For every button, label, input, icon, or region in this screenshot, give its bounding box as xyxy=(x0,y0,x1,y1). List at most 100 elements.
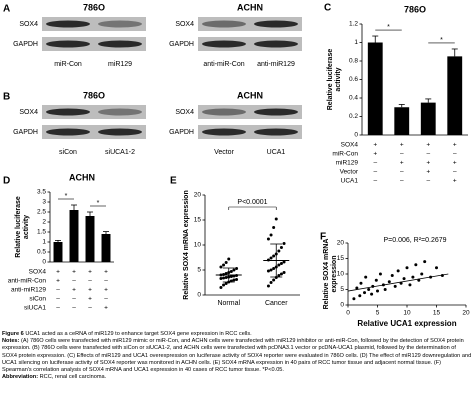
data-point xyxy=(266,237,270,241)
data-point xyxy=(219,286,223,289)
y-tick-label: 3.5 xyxy=(37,189,46,196)
data-point xyxy=(358,294,362,298)
data-point xyxy=(279,272,283,276)
data-point xyxy=(376,289,379,293)
significance-mark: * xyxy=(65,193,68,200)
panel-letter: B xyxy=(3,92,10,103)
y-tick-label: 15 xyxy=(194,217,202,224)
data-point xyxy=(393,284,397,288)
blot-title: ACHN xyxy=(237,2,263,12)
data-point xyxy=(390,274,394,278)
condition-sign: + xyxy=(453,178,457,185)
condition-sign: – xyxy=(400,151,404,158)
panel-letter: E xyxy=(170,176,177,187)
condition-sign: + xyxy=(104,305,108,312)
data-point xyxy=(364,275,368,279)
data-point xyxy=(277,249,281,253)
data-point xyxy=(235,278,239,281)
chart-title: 786O xyxy=(404,4,426,14)
data-point xyxy=(232,268,236,272)
blot-lane-label: siUCA1-2 xyxy=(105,149,135,156)
condition-sign: – xyxy=(373,160,377,167)
data-point xyxy=(272,226,276,229)
data-point xyxy=(414,263,418,267)
blot-lane-label: Vector xyxy=(214,149,235,156)
condition-sign: – xyxy=(88,305,92,312)
blot-lane-label: anti-miR129 xyxy=(257,61,295,68)
condition-sign: – xyxy=(56,296,60,303)
data-point xyxy=(224,276,228,279)
data-point xyxy=(229,270,233,273)
significance-mark: * xyxy=(440,37,443,44)
y-tick-label: 0.4 xyxy=(349,95,358,102)
notes-text: (A) 786O cells were transfected with miR… xyxy=(2,338,472,374)
notes-label: Notes: xyxy=(2,338,20,345)
blot-band xyxy=(98,128,142,136)
caption: Figure 6 UCA1 acted as a ceRNA of miR129… xyxy=(2,331,472,381)
panel-letter: F xyxy=(320,232,326,243)
blot-lane-label: miR-Con xyxy=(54,61,82,68)
data-point xyxy=(383,288,387,291)
condition-label: Vector xyxy=(340,169,359,176)
data-point xyxy=(282,271,286,274)
bar xyxy=(85,216,95,262)
condition-sign: – xyxy=(88,278,92,285)
blot-row-label: SOX4 xyxy=(19,21,38,28)
y-axis-label: Relative luciferase xyxy=(327,49,334,111)
blot-band xyxy=(202,108,246,116)
y-tick-label: 0.2 xyxy=(349,113,358,120)
blot-lane-label: anti-miR-Con xyxy=(203,61,244,68)
condition-sign: + xyxy=(88,287,92,294)
condition-sign: – xyxy=(72,305,76,312)
data-point xyxy=(423,260,427,264)
data-point xyxy=(232,278,236,282)
condition-sign: + xyxy=(373,151,377,158)
panel-letter: C xyxy=(324,3,331,14)
blot-band xyxy=(202,40,246,48)
data-point xyxy=(229,275,233,278)
data-point xyxy=(279,246,283,249)
bar xyxy=(101,234,111,262)
data-point xyxy=(224,282,228,285)
condition-label: SOX4 xyxy=(341,142,359,149)
condition-sign: – xyxy=(56,305,60,312)
blot-band xyxy=(46,108,90,116)
bar xyxy=(69,210,79,262)
x-tick-label: 0 xyxy=(346,310,350,317)
condition-sign: + xyxy=(88,269,92,276)
data-point xyxy=(222,263,226,267)
data-point xyxy=(370,292,374,296)
abbreviation-text: RCC, renal cell carcinoma. xyxy=(39,374,107,381)
significance-mark: * xyxy=(387,24,390,31)
y-tick-label: 1.5 xyxy=(37,229,46,236)
blot-band xyxy=(98,20,142,28)
y-tick-label: 2 xyxy=(42,219,46,226)
bar xyxy=(420,102,436,135)
condition-label: siUCA1 xyxy=(24,305,46,312)
blot-title: 786O xyxy=(83,90,105,100)
condition-sign: – xyxy=(426,178,430,185)
condition-sign: – xyxy=(104,296,108,303)
blot-band xyxy=(254,108,298,116)
data-point xyxy=(420,272,424,276)
data-point xyxy=(355,286,359,290)
figure-label: Figure 6 xyxy=(2,331,24,337)
data-point xyxy=(222,276,226,280)
condition-label: miR-Con xyxy=(332,151,358,158)
y-axis-label: activity xyxy=(23,215,30,239)
y-tick-label: 5 xyxy=(197,267,201,274)
significance-mark: * xyxy=(97,200,100,207)
condition-sign: – xyxy=(72,296,76,303)
blot-lane-label: miR129 xyxy=(108,61,132,68)
data-point xyxy=(282,242,286,245)
data-point xyxy=(269,281,273,284)
data-point xyxy=(269,256,273,260)
caption-notes: Notes: (A) 786O cells were transfected w… xyxy=(2,338,472,374)
y-tick-label: 20 xyxy=(194,192,202,199)
x-tick-label: 10 xyxy=(403,310,411,317)
x-tick-label: 20 xyxy=(462,310,470,317)
condition-label: anti-miR129 xyxy=(11,287,46,294)
blot-band xyxy=(46,20,90,28)
condition-sign: – xyxy=(400,169,404,176)
blot-band xyxy=(46,128,90,136)
